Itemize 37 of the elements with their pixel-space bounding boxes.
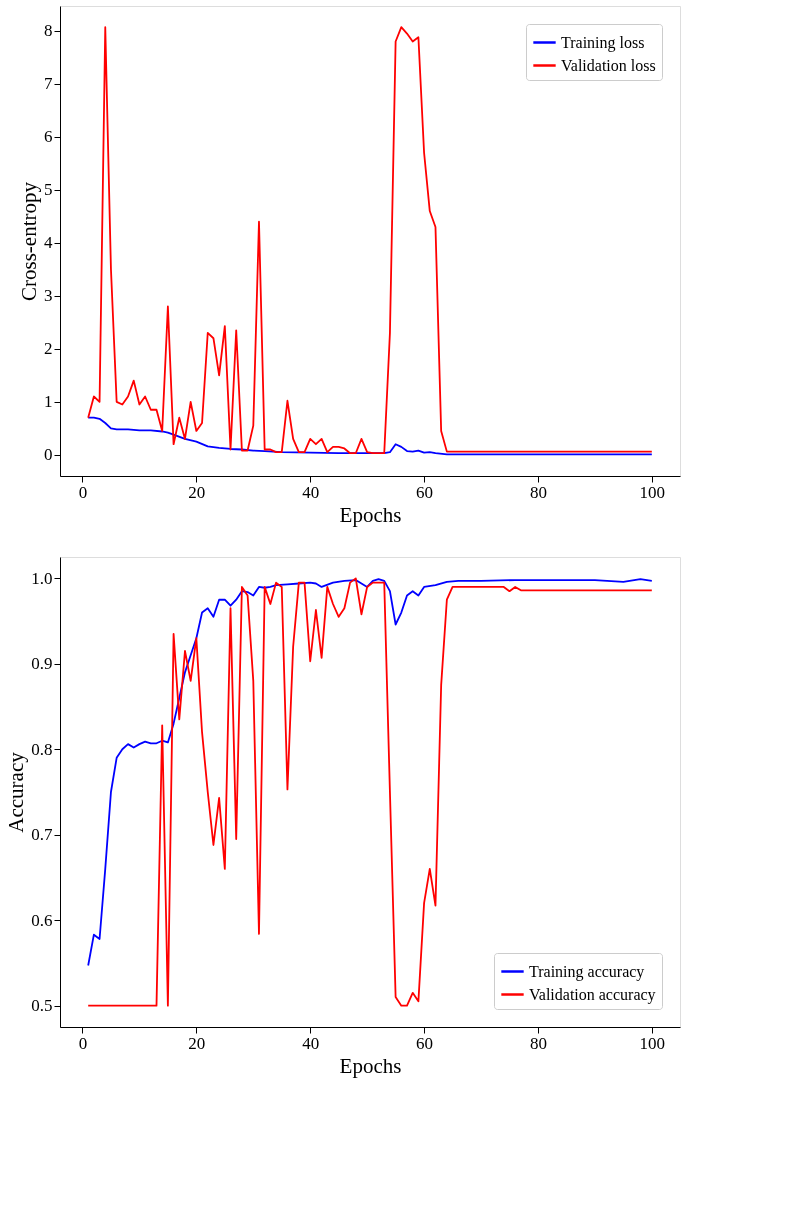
y-tick-label: 0.8 [31,739,53,759]
y-tick-label: 0.6 [31,910,53,930]
y-axis-title: Cross-entropy [17,181,41,301]
y-tick-label: 1.0 [31,568,53,588]
y-axis-title: Accuracy [4,751,29,833]
y-tick-label: 4 [44,233,53,253]
x-tick-label: 80 [529,1033,547,1053]
y-tick-label: 6 [44,127,53,147]
x-tick-label: 40 [302,1033,320,1053]
x-tick-label: 60 [416,1033,434,1053]
y-tick-label: 7 [44,74,53,94]
x-tick-label: 40 [302,482,320,502]
y-tick-label: 2 [44,339,53,359]
x-axis-title: Epochs [339,1053,402,1078]
y-tick-label: 0.7 [31,825,53,845]
x-tick-label: 0 [78,482,88,502]
y-tick-label: 0 [44,445,53,465]
y-tick-label: 3 [44,286,53,306]
x-tick-label: 80 [529,482,547,502]
y-tick-label: 5 [44,180,53,200]
x-tick-label: 20 [188,482,206,502]
x-tick-label: 0 [78,1033,88,1053]
x-tick-label: 100 [639,1033,666,1053]
legend-label: Training loss [561,33,645,52]
x-tick-label: 60 [416,482,434,502]
legend-label: Training accuracy [529,962,645,981]
legend-label: Validation loss [561,56,656,74]
line-series [87,416,653,456]
x-axis-title: Epochs [339,502,402,527]
y-tick-label: 0.5 [31,996,53,1016]
line-series [87,26,653,455]
x-tick-label: 20 [188,1033,206,1053]
y-tick-label: 1 [44,392,53,412]
x-tick-label: 100 [639,482,666,502]
y-tick-label: 8 [44,21,53,41]
y-tick-label: 0.9 [31,654,53,674]
legend-label: Validation accuracy [529,985,656,1004]
